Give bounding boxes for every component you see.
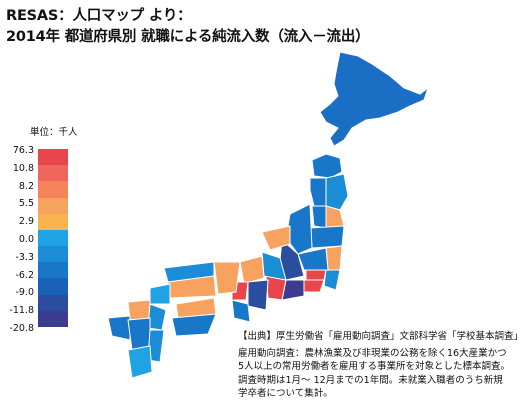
prefecture-akita	[309, 177, 327, 207]
prefecture-kagoshima	[127, 345, 153, 379]
legend-tick-label: 5.5	[18, 198, 34, 210]
legend-swatch	[38, 229, 68, 247]
prefecture-fukuoka	[127, 299, 151, 321]
prefecture-yamaguchi	[149, 283, 171, 305]
legend-swatch	[38, 181, 68, 198]
prefecture-kumamoto	[127, 317, 151, 351]
prefecture-nara-mie	[247, 279, 269, 311]
prefecture-kanagawa	[303, 279, 325, 293]
title-line-2: 2014年 都道府県別 就職による純流入数（流入－流出）	[6, 29, 370, 45]
legend-swatch	[38, 197, 68, 214]
prefecture-hyogo	[213, 261, 241, 295]
legend-swatch	[38, 213, 68, 230]
legend-tick-label: -9.0	[15, 287, 34, 299]
legend-tick-label: 2.9	[18, 216, 34, 228]
legend-swatch	[38, 149, 68, 166]
legend-tick-label: 0.0	[18, 234, 34, 245]
prefecture-yamagata	[311, 205, 327, 229]
legend-unit: 単位：千人	[30, 127, 78, 138]
prefecture-wakayama	[231, 299, 251, 323]
prefecture-iwate	[325, 173, 349, 211]
prefecture-nagano	[279, 238, 305, 281]
legend-swatch	[38, 165, 68, 182]
prefecture-tokyo	[305, 269, 327, 281]
legend-swatch	[38, 294, 68, 311]
legend-tick-label: -3.3	[15, 251, 34, 263]
source-line: 5人以上の常用労働者を雇用する事業所を対象とした標本調査。	[238, 361, 511, 373]
prefecture-fukushima	[309, 225, 345, 249]
legend-tick-label: -11.8	[9, 305, 34, 317]
prefecture-kyoto-shiga	[239, 255, 265, 285]
prefecture-chiba	[323, 269, 341, 291]
legend-color-bar	[38, 149, 68, 327]
legend-swatch	[38, 262, 68, 279]
source-line: 雇用動向調査：農林漁業及び非現業の公務を除く16大産業かつ	[238, 348, 507, 360]
prefecture-toyama-ishikawa	[261, 225, 291, 251]
source-notes: 【出典】厚生労働省「雇用動向調査」文部科学省「学校基本調査」 雇用動向調査：農林…	[238, 330, 530, 400]
prefecture-miyagi	[325, 205, 345, 229]
title-line-1: RESAS：人口マップ より：	[6, 8, 192, 24]
prefecture-oita	[147, 303, 167, 331]
prefecture-aomori	[311, 153, 343, 179]
source-line: 調査時期は1月～ 12月までの1年間。未就業入職者のうち新規	[238, 374, 503, 386]
prefecture-hokkaido	[319, 51, 429, 147]
prefecture-kochi	[171, 313, 217, 337]
legend-swatch	[38, 278, 68, 295]
legend-tick-label: 10.8	[12, 162, 34, 174]
prefecture-saga-nagasaki	[107, 315, 131, 341]
legend-tick-label: 76.3	[12, 145, 34, 156]
source-line: 学卒者について集計。	[238, 387, 333, 399]
source-heading: 【出典】厚生労働省「雇用動向調査」文部科学省「学校基本調査」	[238, 331, 524, 342]
legend-tick-label: -6.2	[15, 269, 34, 281]
prefecture-ibaraki	[325, 245, 343, 271]
legend-tick-label: -20.8	[9, 323, 34, 334]
legend-tick-label: 8.2	[18, 180, 34, 192]
map-title: RESAS：人口マップ より： 2014年 都道府県別 就職による純流入数（流入…	[6, 6, 370, 48]
legend-swatch	[38, 310, 68, 327]
legend-swatch	[38, 246, 68, 263]
